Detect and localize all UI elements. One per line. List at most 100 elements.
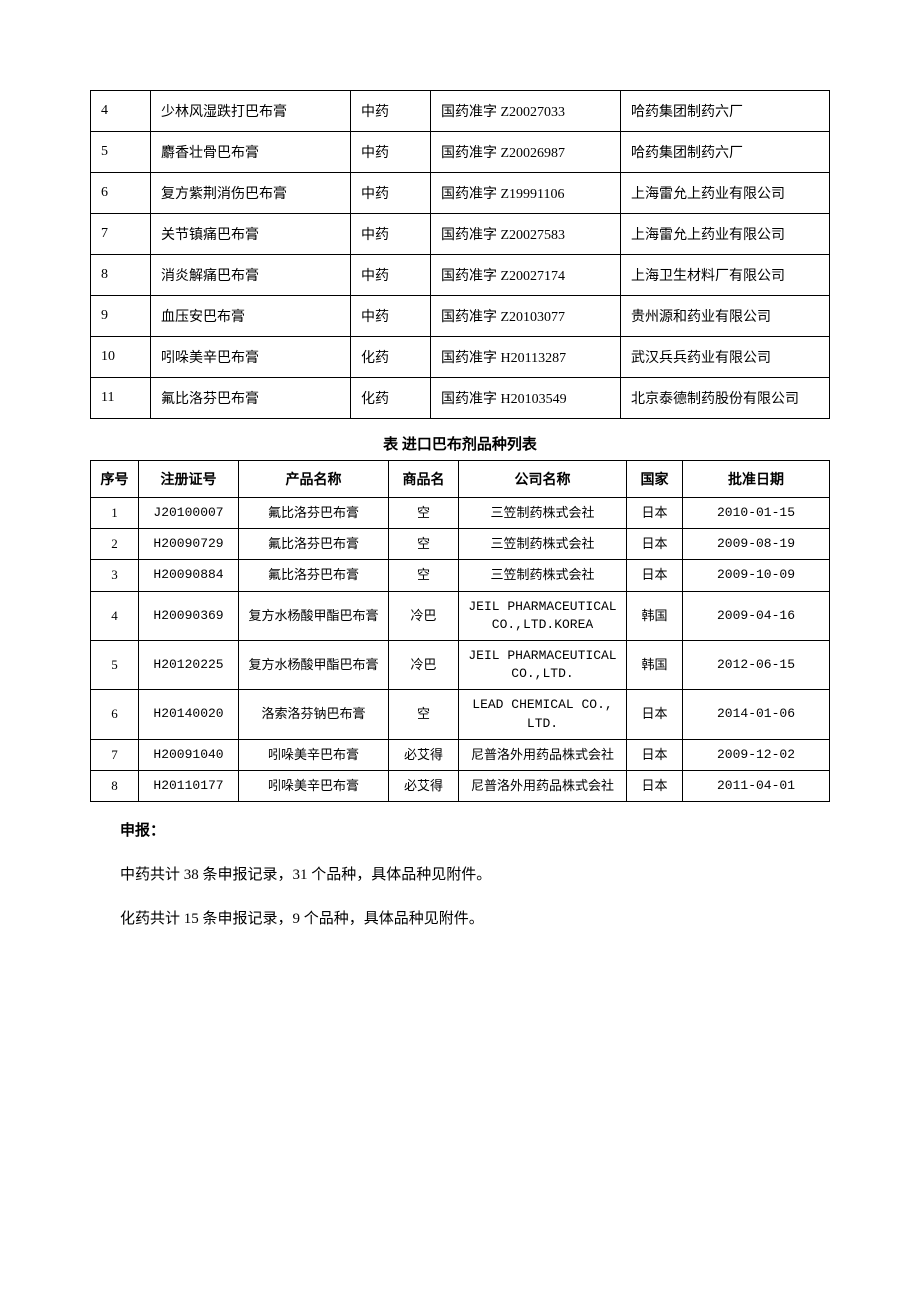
table-row: 5麝香壮骨巴布膏中药国药准字 Z20026987哈药集团制药六厂 — [91, 132, 830, 173]
drug-approval-table: 4少林风湿跌打巴布膏中药国药准字 Z20027033哈药集团制药六厂5麝香壮骨巴… — [90, 90, 830, 419]
table-cell: 2014-01-06 — [683, 690, 830, 739]
table-cell: 5 — [91, 132, 151, 173]
table-cell: 中药 — [351, 173, 431, 214]
table-cell: 1 — [91, 498, 139, 529]
column-header: 国家 — [627, 461, 683, 498]
table-cell: 消炎解痛巴布膏 — [151, 255, 351, 296]
table-cell: 氟比洛芬巴布膏 — [239, 529, 389, 560]
table-cell: 中药 — [351, 91, 431, 132]
table-cell: 2011-04-01 — [683, 770, 830, 801]
table-row: 4少林风湿跌打巴布膏中药国药准字 Z20027033哈药集团制药六厂 — [91, 91, 830, 132]
table-cell: 化药 — [351, 378, 431, 419]
table-cell: 2009-12-02 — [683, 739, 830, 770]
column-header: 产品名称 — [239, 461, 389, 498]
table-cell: 三笠制药株式会社 — [459, 498, 627, 529]
table-cell: 国药准字 Z20027174 — [431, 255, 621, 296]
column-header: 公司名称 — [459, 461, 627, 498]
table-cell: 三笠制药株式会社 — [459, 560, 627, 591]
table-row: 2H20090729氟比洛芬巴布膏空三笠制药株式会社日本2009-08-19 — [91, 529, 830, 560]
table-cell: 2009-04-16 — [683, 591, 830, 640]
table-cell: 尼普洛外用药品株式会社 — [459, 770, 627, 801]
table-cell: 化药 — [351, 337, 431, 378]
table-row: 9血压安巴布膏中药国药准字 Z20103077贵州源和药业有限公司 — [91, 296, 830, 337]
table-cell: 空 — [389, 560, 459, 591]
table-cell: H20110177 — [139, 770, 239, 801]
table-cell: 中药 — [351, 255, 431, 296]
table-cell: 日本 — [627, 529, 683, 560]
table-cell: 5 — [91, 640, 139, 689]
table-cell: 8 — [91, 255, 151, 296]
declaration-line-1: 中药共计 38 条申报记录，31 个品种，具体品种见附件。 — [90, 860, 830, 890]
table-cell: 复方紫荆消伤巴布膏 — [151, 173, 351, 214]
table-cell: 4 — [91, 591, 139, 640]
table-cell: 2 — [91, 529, 139, 560]
table-cell: 上海雷允上药业有限公司 — [621, 214, 830, 255]
table-cell: 6 — [91, 173, 151, 214]
table-row: 6H20140020洛索洛芬钠巴布膏空LEAD CHEMICAL CO., LT… — [91, 690, 830, 739]
table-cell: H20140020 — [139, 690, 239, 739]
table-cell: JEIL PHARMACEUTICAL CO.,LTD. — [459, 640, 627, 689]
table-cell: JEIL PHARMACEUTICAL CO.,LTD.KOREA — [459, 591, 627, 640]
table-cell: 2012-06-15 — [683, 640, 830, 689]
table-cell: 复方水杨酸甲酯巴布膏 — [239, 591, 389, 640]
table-row: 6复方紫荆消伤巴布膏中药国药准字 Z19991106上海雷允上药业有限公司 — [91, 173, 830, 214]
table-cell: J20100007 — [139, 498, 239, 529]
table-cell: 冷巴 — [389, 640, 459, 689]
table-cell: H20090729 — [139, 529, 239, 560]
table-cell: 韩国 — [627, 640, 683, 689]
table-cell: 洛索洛芬钠巴布膏 — [239, 690, 389, 739]
table-cell: 国药准字 H20113287 — [431, 337, 621, 378]
table-cell: 2009-08-19 — [683, 529, 830, 560]
table-cell: 韩国 — [627, 591, 683, 640]
table-cell: 国药准字 Z20027033 — [431, 91, 621, 132]
table-cell: 国药准字 H20103549 — [431, 378, 621, 419]
table-cell: 国药准字 Z20027583 — [431, 214, 621, 255]
table-cell: 9 — [91, 296, 151, 337]
table-cell: H20090884 — [139, 560, 239, 591]
table-row: 4H20090369复方水杨酸甲酯巴布膏冷巴JEIL PHARMACEUTICA… — [91, 591, 830, 640]
table-cell: 日本 — [627, 739, 683, 770]
table-cell: 吲哚美辛巴布膏 — [239, 739, 389, 770]
table-row: 10吲哚美辛巴布膏化药国药准字 H20113287武汉兵兵药业有限公司 — [91, 337, 830, 378]
table-cell: 日本 — [627, 690, 683, 739]
table-cell: 4 — [91, 91, 151, 132]
table-cell: 复方水杨酸甲酯巴布膏 — [239, 640, 389, 689]
table-cell: H20090369 — [139, 591, 239, 640]
table-cell: 三笠制药株式会社 — [459, 529, 627, 560]
table-row: 8消炎解痛巴布膏中药国药准字 Z20027174上海卫生材料厂有限公司 — [91, 255, 830, 296]
column-header: 注册证号 — [139, 461, 239, 498]
table-row: 7关节镇痛巴布膏中药国药准字 Z20027583上海雷允上药业有限公司 — [91, 214, 830, 255]
table-cell: H20091040 — [139, 739, 239, 770]
table-cell: 11 — [91, 378, 151, 419]
table-cell: 10 — [91, 337, 151, 378]
table-cell: 日本 — [627, 560, 683, 591]
table-cell: 哈药集团制药六厂 — [621, 132, 830, 173]
table-cell: 武汉兵兵药业有限公司 — [621, 337, 830, 378]
table-cell: 上海卫生材料厂有限公司 — [621, 255, 830, 296]
table-cell: H20120225 — [139, 640, 239, 689]
table-cell: 吲哚美辛巴布膏 — [151, 337, 351, 378]
table-cell: 贵州源和药业有限公司 — [621, 296, 830, 337]
table-cell: 关节镇痛巴布膏 — [151, 214, 351, 255]
table-cell: 空 — [389, 529, 459, 560]
import-drug-table: 序号注册证号产品名称商品名公司名称国家批准日期 1J20100007氟比洛芬巴布… — [90, 460, 830, 802]
table-cell: 哈药集团制药六厂 — [621, 91, 830, 132]
table-cell: 血压安巴布膏 — [151, 296, 351, 337]
table-cell: 必艾得 — [389, 770, 459, 801]
declaration-heading: 申报： — [90, 816, 830, 846]
table-cell: 麝香壮骨巴布膏 — [151, 132, 351, 173]
table-cell: 必艾得 — [389, 739, 459, 770]
table-cell: 国药准字 Z19991106 — [431, 173, 621, 214]
table-cell: 3 — [91, 560, 139, 591]
table-cell: 7 — [91, 214, 151, 255]
table-row: 5H20120225复方水杨酸甲酯巴布膏冷巴JEIL PHARMACEUTICA… — [91, 640, 830, 689]
table-cell: 吲哚美辛巴布膏 — [239, 770, 389, 801]
table-cell: 中药 — [351, 132, 431, 173]
table-row: 3H20090884氟比洛芬巴布膏空三笠制药株式会社日本2009-10-09 — [91, 560, 830, 591]
table-cell: 氟比洛芬巴布膏 — [239, 560, 389, 591]
column-header: 序号 — [91, 461, 139, 498]
table-cell: 尼普洛外用药品株式会社 — [459, 739, 627, 770]
table-row: 1J20100007氟比洛芬巴布膏空三笠制药株式会社日本2010-01-15 — [91, 498, 830, 529]
import-table-caption: 表 进口巴布剂品种列表 — [90, 433, 830, 454]
column-header: 批准日期 — [683, 461, 830, 498]
